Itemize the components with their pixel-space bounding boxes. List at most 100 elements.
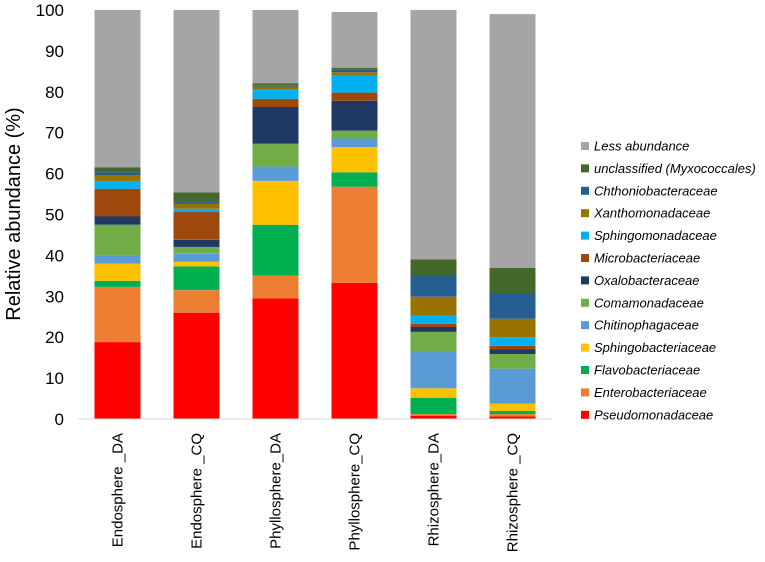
bar-segment-enterobacteriaceae [94,286,141,343]
bar-segment-flavobacteriaceae [94,280,141,287]
bar-segment-unclassified-myxococcales [94,167,141,173]
bar-segment-pseudomonadaceae [173,312,220,419]
bar-segment-unclassified-myxococcales [489,267,536,294]
bar-segment-microbacteriaceae [252,98,299,107]
bar-segment-sphingomonadaceae [173,208,220,213]
bar-segment-sphingomonadaceae [94,181,141,189]
bar-segment-sphingomonadaceae [331,75,378,93]
bar-segment-xanthomonadaceae [252,86,299,90]
bar-segment-flavobacteriaceae [410,397,457,415]
x-category-label: Rhizosphere_DA [426,433,443,546]
bar-segment-oxalobacteraceae [410,327,457,332]
bar-segment-pseudomonadaceae [489,416,536,419]
bar-segment-sphingomonadaceae [489,337,536,346]
legend-entry: Oxalobacteraceae [594,273,700,288]
x-category-label: Endosphere _CQ [189,433,206,549]
y-axis-label: Relative abundance (%) [3,107,25,320]
bar-segment-pseudomonadaceae [252,298,299,419]
x-category-label: Phyllosphere_CQ [347,433,364,551]
y-tick-label: 70 [45,124,64,143]
legend-swatch [581,164,589,173]
legend-entry: Sphingomonadaceae [594,228,717,243]
bar-segment-xanthomonadaceae [489,318,536,338]
legend-entry: Sphingobacteriaceae [594,340,716,355]
bar-segment-unclassified-myxococcales [252,83,299,86]
legend: Less abundance unclassified (Myxococcales… [581,139,756,422]
bar-segment-chitinophagaceae [94,255,141,264]
legend-swatch [581,298,589,307]
bar-segment-microbacteriaceae [94,188,141,217]
legend-entry: Xanthomonadaceae [593,206,710,221]
bar-segment-enterobacteriaceae [489,414,536,417]
x-category-label: Endosphere _DA [110,433,127,547]
bar-segment-sphingobacteriaceae [173,261,220,267]
bar-segment-comamonadaceae [173,246,220,254]
y-tick-label: 20 [45,328,64,347]
bar-segment-flavobacteriaceae [252,224,299,276]
bar-segment-xanthomonadaceae [331,72,378,76]
bar-segment-unclassified-myxococcales [410,259,457,275]
bar-segment-enterobacteriaceae [173,290,220,313]
legend-swatch [581,142,589,150]
bar-segment-chthoniobacteraceae [410,275,457,297]
bar-segment-comamonadaceae [489,354,536,369]
bar-segment-chthoniobacteraceae [94,172,141,176]
bar-segment-chitinophagaceae [410,351,457,389]
bar-segment-chthoniobacteraceae [331,69,378,73]
bar-segment-oxalobacteraceae [489,349,536,354]
bar-segment-chthoniobacteraceae [173,201,220,204]
y-tick-label: 40 [45,246,64,265]
bar-segment-less-abundance [489,14,536,268]
x-category-label: Phyllosphere_DA [268,433,285,549]
y-tick-label: 80 [45,83,64,102]
legend-swatch [581,410,589,419]
bar-segment-flavobacteriaceae [173,266,220,291]
y-tick-label: 90 [45,42,64,61]
y-tick-label: 30 [45,287,64,306]
bar-segment-less-abundance [173,10,220,193]
bar-segment-microbacteriaceae [489,345,536,350]
bar-segment-unclassified-myxococcales [331,67,378,70]
bar-segment-comamonadaceae [331,130,378,139]
bars-layer [94,10,536,419]
bar-segment-microbacteriaceae [331,92,378,101]
legend-entry: Pseudomonadaceae [594,407,713,422]
bar-segment-sphingomonadaceae [410,315,457,324]
y-tick-label: 100 [36,1,64,20]
legend-entry: Chthoniobacteraceae [594,183,718,198]
bar-segment-sphingobacteriaceae [331,147,378,173]
legend-swatch [581,343,589,352]
bar-segment-sphingomonadaceae [252,89,299,99]
x-category-label: Rhizosphere _CQ [505,433,522,552]
legend-entry: Enterobacteriaceae [594,385,707,400]
legend-swatch [581,276,589,285]
bar-segment-pseudomonadaceae [331,282,378,419]
axes-layer: 0 10 20 30 40 50 60 70 80 90 100 Endosphere _DA Endo… [36,1,552,552]
bar-segment-sphingobacteriaceae [489,403,536,411]
bar-segment-oxalobacteraceae [94,216,141,225]
legend-swatch [581,388,589,397]
bar-segment-enterobacteriaceae [410,414,457,416]
bar-segment-less-abundance [331,12,378,68]
bar-segment-comamonadaceae [94,224,141,256]
y-tick-label: 0 [55,410,64,429]
bar-segment-sphingobacteriaceae [94,263,141,281]
bar-segment-pseudomonadaceae [410,415,457,419]
legend-swatch [581,366,589,374]
bar-segment-less-abundance [252,10,299,84]
legend-entry: Microbacteriaceae [594,251,700,266]
bar-segment-xanthomonadaceae [173,203,220,209]
bar-segment-microbacteriaceae [410,323,457,327]
bar-segment-enterobacteriaceae [252,275,299,299]
y-tick-label: 50 [45,206,64,225]
legend-entry: Chitinophagaceae [594,318,699,333]
bar-segment-microbacteriaceae [173,212,220,240]
bar-segment-oxalobacteraceae [252,106,299,144]
bar-segment-chitinophagaceae [489,368,536,404]
bar-segment-comamonadaceae [410,331,457,352]
bar-segment-sphingobacteriaceae [410,388,457,398]
legend-swatch [581,186,589,195]
bar-segment-less-abundance [410,10,457,260]
bar-segment-xanthomonadaceae [94,175,141,182]
